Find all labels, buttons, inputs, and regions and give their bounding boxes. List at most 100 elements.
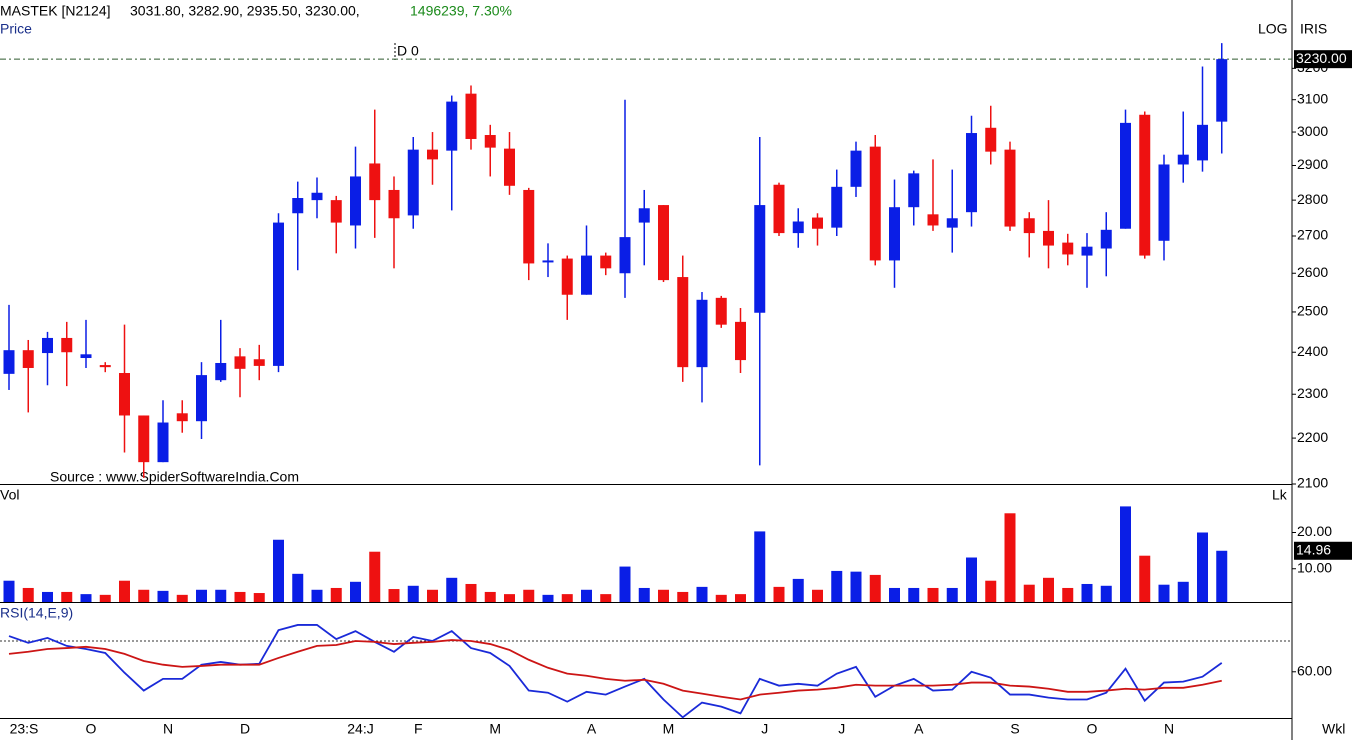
x-tick-label: N (163, 721, 173, 737)
candle-body (869, 146, 881, 261)
volume-bar (600, 594, 612, 602)
candle-body (42, 337, 53, 354)
candle-body (561, 258, 573, 295)
volume-bar (292, 573, 304, 602)
candle-body (1120, 122, 1131, 229)
value-tag-box (1294, 541, 1352, 560)
y-tick-label: 2900 (1297, 156, 1328, 172)
volume-bar (831, 570, 843, 602)
volume-bar (1197, 532, 1208, 602)
candle-body (542, 260, 554, 263)
volume-bar (484, 591, 496, 602)
volume-bar (273, 539, 284, 602)
volume-bar (908, 587, 920, 602)
volume-bar (369, 551, 381, 602)
candle-body (465, 93, 477, 139)
volume-bar (42, 591, 53, 602)
x-tick-label: O (86, 721, 97, 737)
volume-bar (22, 587, 34, 602)
candle-body (889, 207, 900, 261)
volume-bar (696, 586, 708, 602)
header-prices: 3031.80, 3282.90, 2935.50, 3230.00, (130, 3, 360, 19)
candle-body (99, 365, 111, 368)
x-tick-label: S (1010, 721, 1019, 737)
source: Source : www.SpiderSoftwareIndia.Com (50, 469, 299, 485)
y-tick-label: 2400 (1297, 343, 1328, 359)
candle-body (388, 189, 400, 219)
candle-body (1062, 242, 1074, 255)
candle-body (1100, 229, 1112, 249)
candle-body (157, 422, 169, 463)
candle-body (253, 359, 265, 366)
volume-bar (1043, 577, 1054, 602)
candle-body (523, 189, 535, 264)
panel-title: Vol (0, 487, 19, 503)
candle-body (1158, 164, 1170, 241)
volume-bar (754, 531, 766, 602)
candle-body (927, 214, 939, 226)
volume-bar (850, 571, 862, 602)
x-tick-label: O (1087, 721, 1098, 737)
volume-bar (504, 594, 515, 602)
candle-body (966, 133, 977, 213)
candle-body (138, 415, 150, 463)
volume-bar (196, 589, 207, 602)
volume-bar (812, 589, 823, 602)
candle-body (292, 198, 304, 214)
x-tick-label: J (838, 721, 845, 737)
volume-bar (715, 594, 727, 602)
x-tick-label: J (761, 721, 768, 737)
x-tick-label: M (663, 721, 675, 737)
candle-body (330, 200, 342, 223)
volume-bar (138, 589, 150, 602)
candle-body (1043, 230, 1054, 246)
candle-body (1004, 149, 1016, 227)
candle-body (754, 205, 766, 313)
chart-title: MASTEK [N2124] (0, 3, 111, 19)
candle-body (773, 184, 785, 234)
candle-body (196, 375, 207, 422)
volume-bar (61, 591, 73, 602)
volume-bar (735, 594, 746, 602)
volume-bar (311, 589, 323, 602)
annotation: D 0 (397, 43, 419, 59)
volume-bar (1004, 513, 1016, 602)
volume-bar (176, 594, 188, 602)
volume-bar (446, 577, 458, 602)
candle-body (61, 337, 73, 353)
candle-body (119, 373, 130, 416)
volume-bar (1062, 587, 1074, 602)
candle-body (311, 192, 323, 201)
y-tick-label: 3000 (1297, 123, 1328, 139)
candle-body (215, 362, 227, 381)
candle-body (735, 321, 746, 361)
volume-bar (119, 580, 130, 602)
candle-body (638, 208, 650, 223)
x-tick-label: D (240, 721, 250, 737)
volume-bar (946, 587, 958, 602)
x-tick-label: F (414, 721, 423, 737)
candle-body (484, 135, 496, 148)
volume-bar (1139, 555, 1151, 602)
candle-body (600, 255, 612, 269)
candle-body (985, 127, 997, 152)
volume-bar (927, 587, 939, 602)
candle-body (850, 150, 862, 187)
volume-bar (581, 589, 592, 602)
candle-body (1139, 114, 1151, 256)
volume-bar (1216, 550, 1228, 602)
rsi-line (8, 639, 1222, 701)
brand: IRIS (1300, 21, 1327, 37)
volume-bar (658, 589, 669, 602)
candle-body (504, 148, 515, 186)
candle-body (234, 356, 246, 369)
y-tick-label: 3100 (1297, 90, 1328, 106)
x-tick-label: A (914, 721, 924, 737)
volume-bar (869, 574, 881, 602)
candle-body (908, 173, 920, 208)
candle-body (1023, 218, 1035, 234)
candle-body (80, 354, 92, 359)
candle-body (407, 149, 419, 216)
candle-body (1177, 154, 1189, 165)
